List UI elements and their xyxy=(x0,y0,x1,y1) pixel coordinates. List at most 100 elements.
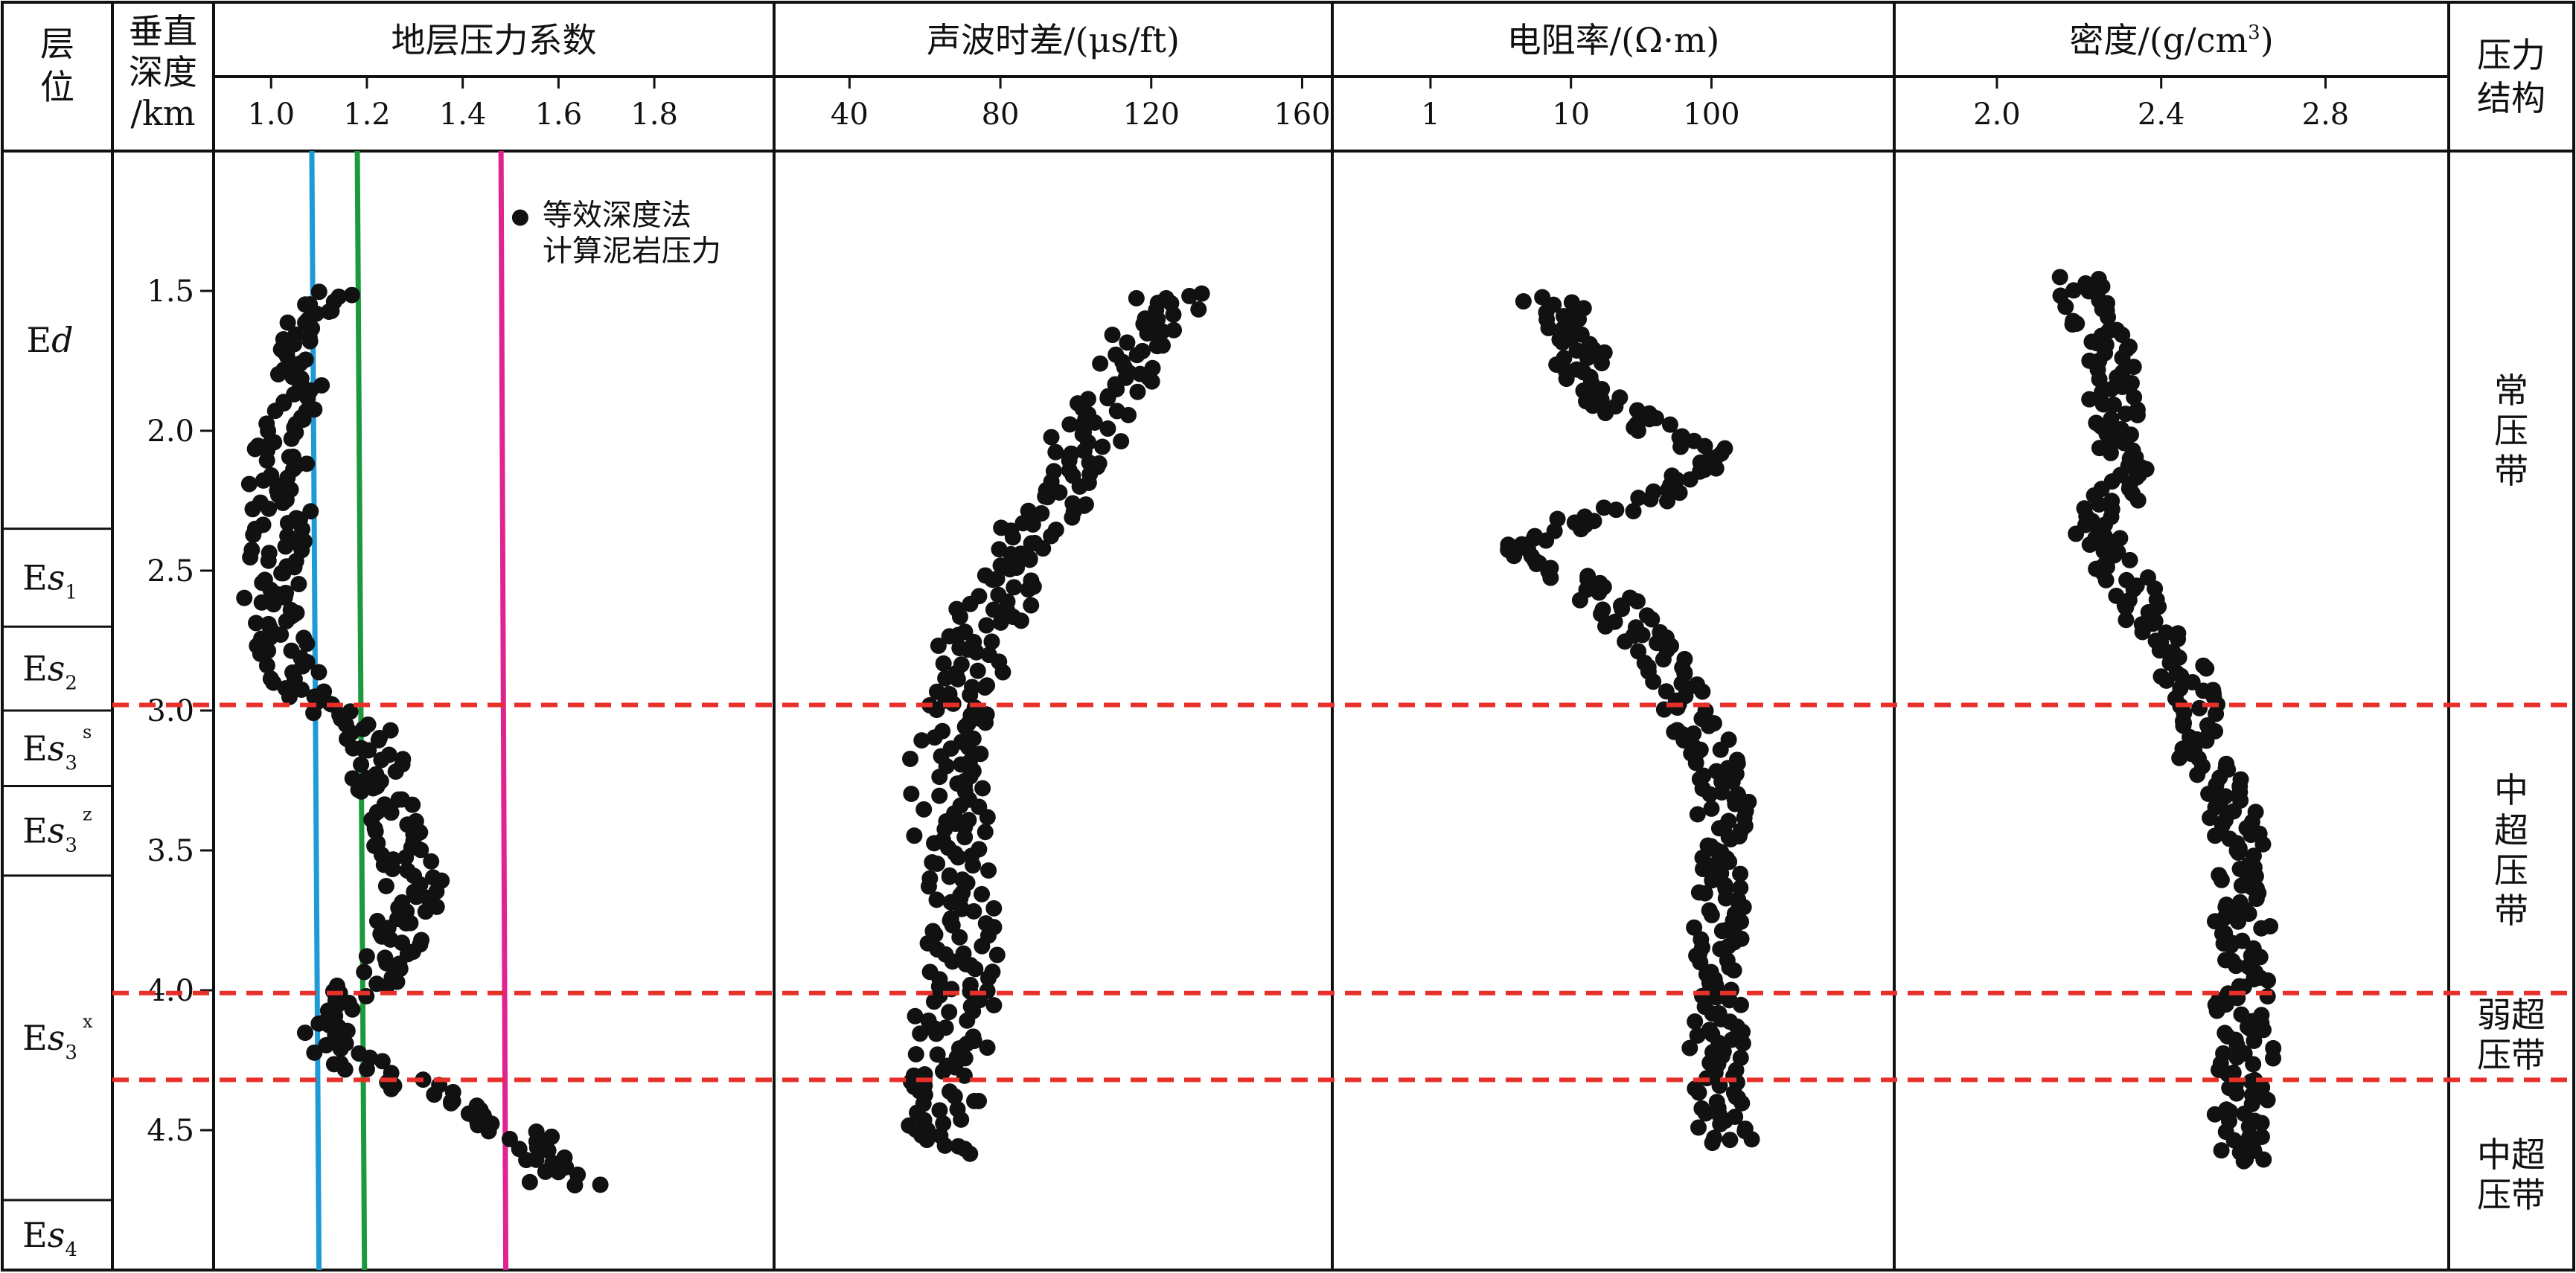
data-point xyxy=(1697,1105,1714,1122)
data-point xyxy=(1023,597,1040,614)
panel-3: 电阻率/(Ω·m) 1 10 100 xyxy=(1421,20,1760,1152)
data-point xyxy=(2206,913,2223,930)
data-point xyxy=(962,1145,979,1162)
data-point xyxy=(2051,269,2068,286)
data-point xyxy=(2189,766,2206,783)
data-point xyxy=(443,1094,460,1112)
data-point xyxy=(2057,298,2074,315)
data-point xyxy=(345,740,362,757)
data-point xyxy=(2206,1106,2223,1123)
data-point xyxy=(928,891,945,908)
data-point xyxy=(1608,501,1625,519)
data-point xyxy=(540,1142,557,1159)
data-point xyxy=(1722,1132,1739,1149)
data-point xyxy=(296,1025,313,1042)
data-point xyxy=(2091,496,2108,513)
data-point xyxy=(480,1123,497,1140)
data-point xyxy=(1593,606,1610,623)
data-point xyxy=(1020,581,1037,598)
data-point xyxy=(1542,569,1559,586)
data-point xyxy=(967,961,984,978)
data-point xyxy=(1558,371,1575,388)
data-point xyxy=(2068,525,2085,542)
x-tick-label: 10 xyxy=(1552,97,1590,132)
data-point xyxy=(1037,488,1054,505)
data-point xyxy=(1689,1027,1706,1044)
data-point xyxy=(397,915,415,932)
x-tick-label: 160 xyxy=(1273,97,1330,132)
data-point xyxy=(979,809,996,826)
data-point xyxy=(1591,584,1608,601)
data-point xyxy=(2228,1049,2246,1066)
data-point xyxy=(1700,717,1717,734)
data-point xyxy=(1020,502,1037,519)
data-point xyxy=(1681,471,1698,488)
data-point xyxy=(978,617,995,634)
data-point xyxy=(246,440,263,458)
data-point xyxy=(1732,1049,1749,1066)
data-point xyxy=(962,687,979,704)
depth-tick-label: 3.5 xyxy=(147,834,194,868)
data-point xyxy=(944,917,961,934)
pressure-zone-label: 超 xyxy=(2494,810,2528,850)
data-point xyxy=(2202,809,2219,827)
data-point xyxy=(935,1115,952,1132)
data-point xyxy=(950,626,967,644)
pressure-zone-label: 中 xyxy=(2494,770,2528,810)
data-point xyxy=(1129,383,1146,400)
data-point xyxy=(977,714,994,731)
data-point xyxy=(1099,390,1116,407)
data-point xyxy=(336,1061,354,1078)
data-point xyxy=(384,860,401,877)
data-point xyxy=(1061,416,1078,433)
data-point xyxy=(1571,591,1588,609)
data-point xyxy=(2091,371,2108,388)
data-point xyxy=(1043,429,1060,446)
data-point xyxy=(269,366,287,383)
data-point xyxy=(356,963,373,981)
data-point xyxy=(2158,672,2175,689)
data-point xyxy=(298,635,316,652)
data-point xyxy=(278,612,295,629)
data-point xyxy=(2098,426,2115,443)
data-point xyxy=(353,756,370,773)
data-point xyxy=(377,877,394,894)
data-point xyxy=(358,987,375,1004)
data-point xyxy=(969,662,986,679)
data-point xyxy=(566,1177,584,1194)
data-point xyxy=(248,615,265,632)
data-point xyxy=(360,742,377,759)
data-point xyxy=(281,688,298,705)
data-point xyxy=(2235,1152,2252,1170)
data-point xyxy=(2265,1050,2282,1067)
data-point xyxy=(1629,422,1646,439)
data-point xyxy=(358,948,375,965)
data-point xyxy=(2129,407,2146,424)
data-point xyxy=(518,1152,535,1169)
stratum-label-sup: x xyxy=(83,1011,93,1032)
data-point xyxy=(1681,1039,1698,1056)
data-point xyxy=(913,732,930,749)
data-point xyxy=(994,664,1011,681)
data-point xyxy=(275,565,292,582)
pressure-zone-label: 带 xyxy=(2494,891,2528,931)
data-point xyxy=(1643,611,1661,628)
data-point xyxy=(1641,411,1658,428)
x-tick-label: 40 xyxy=(831,97,869,132)
data-point xyxy=(920,878,937,895)
data-point xyxy=(2228,1085,2245,1102)
data-point xyxy=(984,571,1001,589)
data-point xyxy=(1701,786,1719,803)
data-point xyxy=(941,868,958,885)
data-point xyxy=(2097,571,2115,589)
data-point xyxy=(1554,334,1571,351)
data-point xyxy=(260,552,277,569)
panel-2: 声波时差/(μs/ft) 40 80 120 160 xyxy=(831,20,1331,1162)
data-point xyxy=(2254,836,2272,853)
data-point xyxy=(2233,877,2250,894)
data-point xyxy=(965,857,982,874)
stratum-label-sup: s xyxy=(83,722,92,743)
